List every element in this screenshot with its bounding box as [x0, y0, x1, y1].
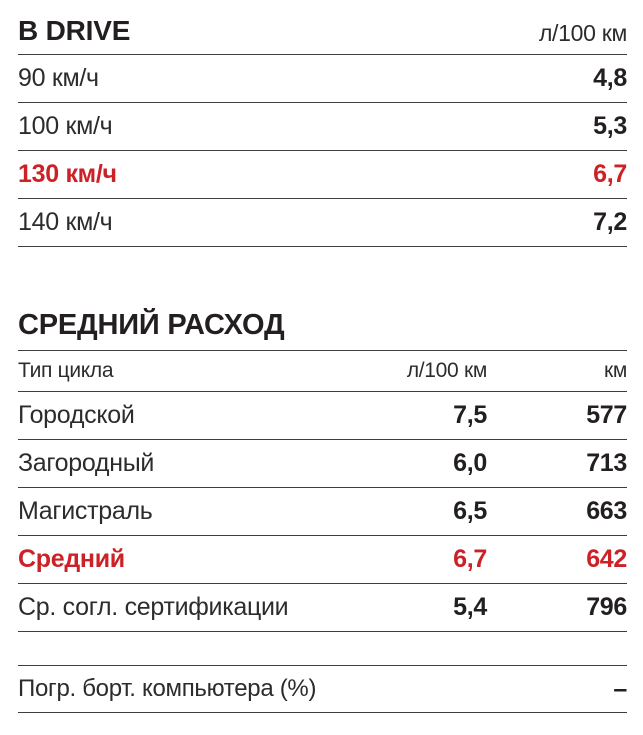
- computer-error-label: Погр. борт. компьютера (%): [18, 675, 317, 702]
- column-header-consumption: л/100 км: [406, 359, 487, 382]
- consumption-value: 6,5: [453, 497, 487, 525]
- consumption-value: 7,5: [453, 401, 487, 429]
- speed-label: 100 км/ч: [18, 112, 113, 140]
- cycle-label: Ср. согл. сертификации: [18, 593, 289, 621]
- consumption-value: 5,3: [593, 112, 627, 140]
- drive-table-unit-header: л/100 км: [538, 20, 627, 46]
- average-row-country: Загородный 6,0 713: [18, 440, 627, 488]
- drive-row-140: 140 км/ч 7,2: [18, 199, 627, 247]
- speed-label: 140 км/ч: [18, 208, 113, 236]
- cycle-label: Магистраль: [18, 497, 153, 525]
- consumption-value: 7,2: [593, 208, 627, 236]
- range-value: 642: [586, 545, 627, 573]
- drive-row-90: 90 км/ч 4,8: [18, 55, 627, 103]
- computer-error-value: –: [613, 674, 627, 703]
- computer-error-row: Погр. борт. компьютера (%) –: [18, 665, 627, 713]
- range-value: 663: [586, 497, 627, 525]
- cycle-label: Средний: [18, 545, 125, 573]
- average-table-column-header: Тип цикла л/100 км км: [18, 351, 627, 392]
- column-header-range: км: [603, 359, 627, 382]
- range-value: 577: [586, 401, 627, 429]
- consumption-value: 6,0: [453, 449, 487, 477]
- average-row-highway: Магистраль 6,5 663: [18, 488, 627, 536]
- speed-label: 90 км/ч: [18, 64, 99, 92]
- speed-label: 130 км/ч: [18, 160, 117, 188]
- consumption-value: 5,4: [453, 593, 487, 621]
- range-value: 796: [586, 593, 627, 621]
- average-row-certification: Ср. согл. сертификации 5,4 796: [18, 584, 627, 632]
- cycle-label: Загородный: [18, 449, 155, 477]
- consumption-value: 4,8: [593, 64, 627, 92]
- consumption-value: 6,7: [453, 545, 487, 573]
- column-header-cycle-type: Тип цикла: [18, 359, 114, 382]
- average-row-mean-highlighted: Средний 6,7 642: [18, 536, 627, 584]
- average-row-city: Городской 7,5 577: [18, 392, 627, 440]
- average-table-title: СРЕДНИЙ РАСХОД: [18, 308, 627, 351]
- cycle-label: Городской: [18, 401, 135, 429]
- drive-table-header: В DRIVE л/100 км: [18, 0, 627, 55]
- consumption-value: 6,7: [593, 160, 627, 188]
- drive-row-130-highlighted: 130 км/ч 6,7: [18, 151, 627, 199]
- drive-table-title: В DRIVE: [18, 15, 131, 46]
- drive-row-100: 100 км/ч 5,3: [18, 103, 627, 151]
- range-value: 713: [586, 449, 627, 477]
